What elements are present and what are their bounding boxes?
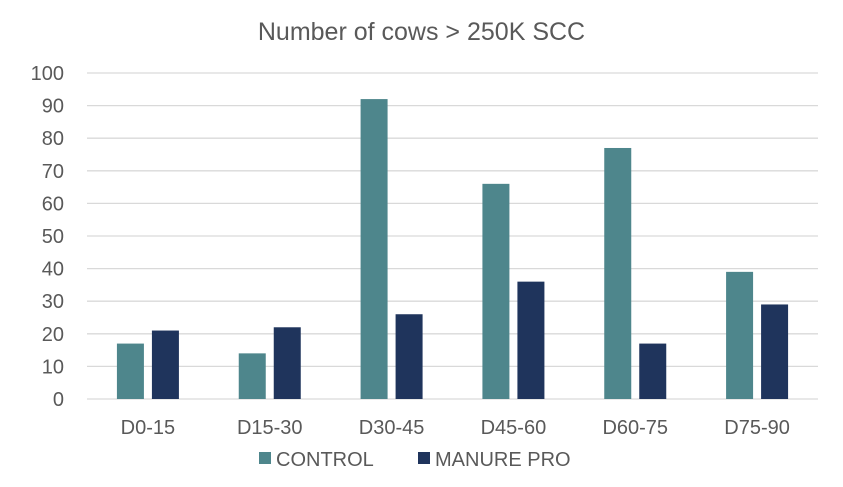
y-tick-label: 50 [42,226,64,248]
bar-control [360,99,388,399]
gridlines [87,72,818,400]
bar-control [604,147,632,399]
y-tick-label: 30 [42,291,64,313]
x-tick-label: D60-75 [602,417,668,439]
x-tick-label: D0-15 [121,417,175,439]
y-tick-label: 60 [42,193,64,215]
legend-item-manure-pro: MANURE PRO [418,449,571,471]
legend-swatch [418,452,430,464]
bar-manure-pro [761,304,789,399]
x-tick-label: D15-30 [237,417,303,439]
legend-item-control: CONTROL [259,449,374,471]
y-tick-label: 40 [42,259,64,281]
bar-control [726,271,754,399]
y-tick-label: 90 [42,96,64,118]
bar-manure-pro [273,327,301,399]
bars [116,99,789,399]
x-tick-label: D75-90 [724,417,790,439]
bar-control [238,353,266,399]
legend: CONTROL MANURE PRO [259,449,571,471]
y-axis-ticks: 0 10 20 30 40 50 60 70 80 90 100 [31,63,64,411]
legend-label: CONTROL [276,449,374,471]
x-axis-ticks: D0-15 D15-30 D30-45 D45-60 D60-75 D75-90 [121,417,790,439]
bar-manure-pro [395,314,423,399]
bar-manure-pro [151,330,179,399]
y-tick-label: 0 [53,389,64,411]
bar-manure-pro [639,343,667,399]
y-tick-label: 70 [42,161,64,183]
legend-swatch [259,452,271,464]
y-tick-label: 100 [31,63,64,85]
bar-control [482,183,510,399]
x-tick-label: D45-60 [481,417,547,439]
bar-manure-pro [517,281,545,399]
y-tick-label: 10 [42,356,64,378]
chart-title: Number of cows > 250K SCC [258,18,585,46]
x-tick-label: D30-45 [359,417,425,439]
legend-label: MANURE PRO [435,449,571,471]
y-tick-label: 80 [42,128,64,150]
y-tick-label: 20 [42,324,64,346]
bar-control [116,343,144,399]
